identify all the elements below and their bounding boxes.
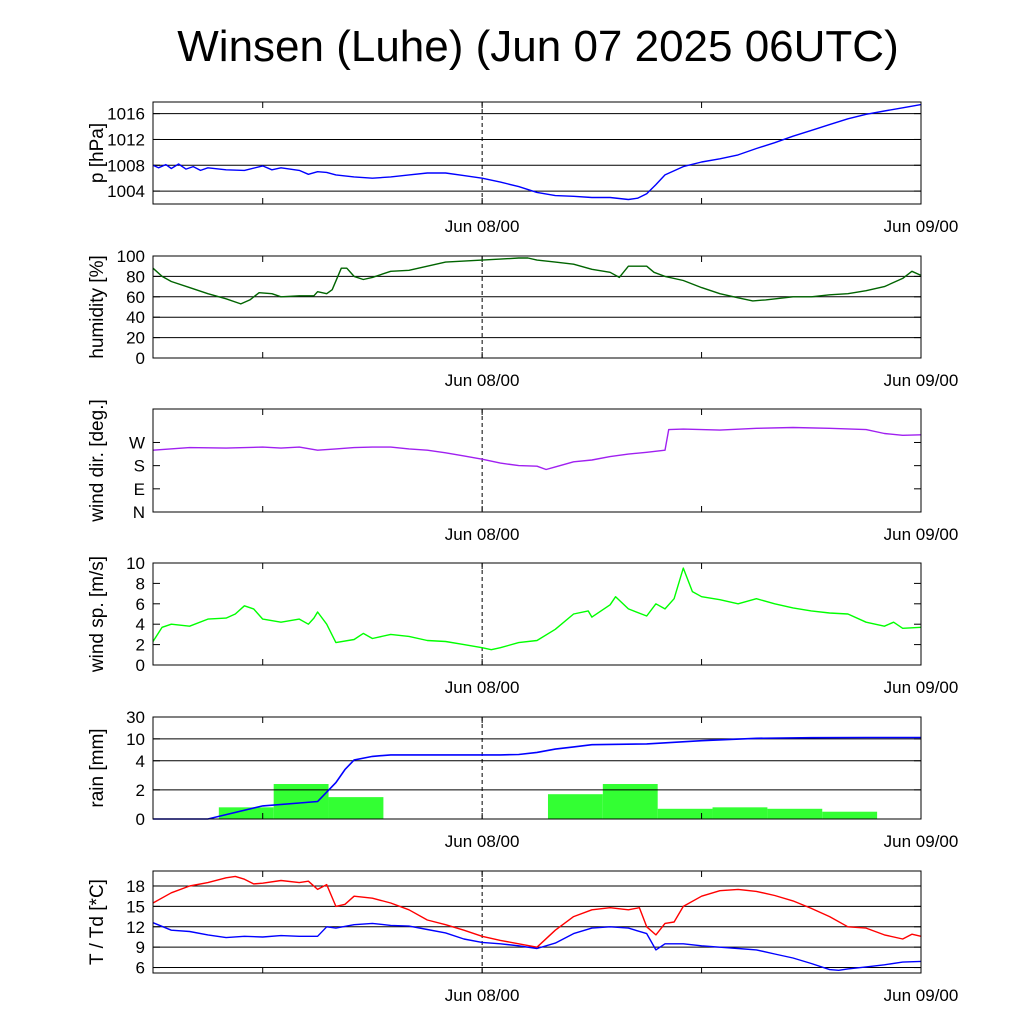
y-tick-label: 2 (136, 636, 145, 655)
series-line-wind_speed (152, 567, 922, 651)
x-tick-label: Jun 08/00 (445, 217, 520, 236)
rain-bar (328, 797, 384, 819)
y-tick-label: 60 (126, 288, 145, 307)
chart-title: Winsen (Luhe) (Jun 07 2025 06UTC) (177, 22, 899, 71)
rain-bar (657, 808, 713, 819)
series-line-humidity (152, 257, 922, 305)
y-tick-label: 20 (126, 329, 145, 348)
x-tick-label: Jun 09/00 (884, 371, 959, 390)
panel-rain: 0 2 4 10 30 Jun 08/00 Jun 09/00 rain [mm] (87, 708, 958, 851)
plot-frame (152, 255, 922, 359)
plot-frame (152, 716, 922, 820)
y-axis-label: rain [mm] (87, 728, 108, 807)
y-tick-label: 10 (126, 730, 145, 749)
x-tick-label: Jun 08/00 (445, 525, 520, 544)
rain-bar (218, 807, 274, 819)
y-tick-label: 1012 (107, 130, 145, 149)
y-axis-label: wind sp. [m/s] (87, 556, 108, 673)
y-axis-label: wind dir. [deg.] (87, 399, 108, 523)
series-line-rain-cumulative (153, 736, 921, 820)
y-tick-label: 0 (136, 656, 145, 675)
plot-frame (152, 101, 922, 205)
series-line-T (152, 875, 922, 948)
y-tick-label: 100 (117, 247, 145, 266)
x-tick-label: Jun 08/00 (445, 832, 520, 851)
series-line-wind_dir (152, 426, 922, 471)
series-line-pressure (152, 103, 922, 201)
y-tick-label: 30 (126, 708, 145, 727)
panel-pressure: 1004 1008 1012 1016 Jun 08/00 Jun 09/00 p [hPa… (87, 101, 959, 236)
y-tick-label: 1004 (107, 182, 145, 201)
y-tick-label: 10 (126, 554, 145, 573)
y-axis-label: T / Td [*C] (87, 879, 108, 965)
plot-frame (152, 562, 922, 666)
y-tick-label: 4 (136, 752, 145, 771)
y-tick-label: 2 (136, 781, 145, 800)
panel-wind_speed: 02 46 810 Jun 08/00 Jun 09/00 wind sp. [m/s] (87, 554, 958, 697)
x-tick-label: Jun 08/00 (445, 678, 520, 697)
plot-frame (152, 870, 922, 974)
y-axis-label: p [hPa] (87, 123, 108, 183)
y-axis-label: humidity [%] (87, 255, 108, 358)
y-tick-label: 6 (136, 959, 145, 978)
y-tick-label: S (134, 457, 145, 476)
x-tick-label: Jun 09/00 (884, 832, 959, 851)
x-tick-label: Jun 08/00 (445, 986, 520, 1005)
y-tick-label: W (129, 433, 145, 452)
rain-bar (712, 807, 768, 819)
y-tick-label: 8 (136, 574, 145, 593)
rain-bar (822, 811, 878, 819)
y-tick-label: 18 (126, 877, 145, 896)
y-tick-label: 4 (136, 615, 145, 634)
x-tick-label: Jun 09/00 (884, 217, 959, 236)
y-tick-label: 1008 (107, 156, 145, 175)
y-tick-label: 80 (126, 267, 145, 286)
plot-frame (152, 408, 922, 513)
rain-bar (602, 784, 658, 819)
y-tick-label: 15 (126, 897, 145, 916)
rain-bar (273, 784, 329, 819)
x-tick-label: Jun 09/00 (884, 525, 959, 544)
x-tick-label: Jun 08/00 (445, 371, 520, 390)
y-tick-label: 0 (136, 349, 145, 368)
y-tick-label: N (133, 503, 145, 522)
y-tick-label: 6 (136, 595, 145, 614)
series-line-Td (152, 922, 922, 971)
y-tick-label: 9 (136, 938, 145, 957)
y-tick-label: 12 (126, 918, 145, 937)
x-tick-label: Jun 09/00 (884, 986, 959, 1005)
x-tick-label: Jun 09/00 (884, 678, 959, 697)
rain-bar (767, 808, 823, 819)
y-tick-label: 1016 (107, 105, 145, 124)
y-tick-label: E (134, 480, 145, 499)
rain-bar (547, 794, 603, 819)
y-tick-label: 40 (126, 308, 145, 327)
y-tick-label: 0 (136, 810, 145, 829)
